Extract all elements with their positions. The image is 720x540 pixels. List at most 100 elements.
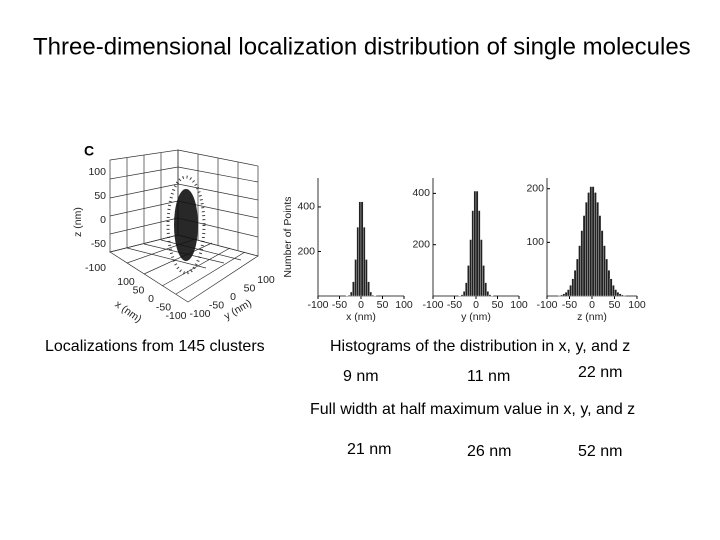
caption: Histograms of the distribution in x, y, … — [330, 338, 630, 355]
histogram-bar — [564, 292, 568, 297]
y-axis-label: y (nm) — [222, 297, 254, 322]
caption: Full width at half maximum value in x, y… — [310, 401, 635, 418]
y-axis-label: Number of Points — [282, 196, 294, 277]
histogram-bar — [603, 245, 606, 297]
fwhm-value: 26 nm — [467, 443, 511, 460]
x-tick-label: 100 — [628, 299, 646, 311]
histogram-bar — [605, 258, 608, 297]
x-tick-label: 100 — [117, 276, 135, 288]
precision-value: 9 nm — [343, 368, 379, 385]
histogram-bar — [573, 270, 577, 297]
y-tick-label: 50 — [244, 282, 256, 294]
x-tick-label: 100 — [510, 299, 528, 311]
x-tick-label: -100 — [165, 310, 186, 322]
x-tick-label: 0 — [148, 293, 154, 305]
histogram-bar — [480, 239, 483, 297]
histogram-bar — [589, 186, 593, 297]
x-axis-label: x (nm) — [346, 311, 376, 323]
histogram-bar — [598, 215, 602, 297]
histogram-bar — [488, 294, 492, 297]
histogram-bar — [621, 294, 624, 297]
histogram-bar — [352, 281, 355, 297]
y-tick-label: 400 — [412, 187, 430, 199]
histogram-bar — [465, 282, 468, 297]
histogram-bar — [460, 294, 464, 297]
y-tick-label: -100 — [189, 308, 210, 320]
x-tick-label: 50 — [492, 299, 504, 311]
y-tick-label: 200 — [297, 245, 315, 257]
y-tick-label: 100 — [257, 274, 275, 286]
histogram-bar — [473, 190, 477, 297]
y-tick-label: -50 — [209, 299, 224, 311]
histogram-bar — [562, 293, 566, 297]
y-tick-label: 400 — [297, 201, 315, 213]
histogram-bar — [477, 210, 481, 297]
x-tick-label: -50 — [156, 301, 171, 313]
histogram-bar — [612, 285, 615, 297]
histogram-bar — [354, 259, 357, 297]
histogram-bar — [558, 295, 561, 297]
histogram-bar — [571, 278, 575, 297]
histogram-bar — [482, 265, 485, 297]
x-tick-label: 0 — [589, 299, 595, 311]
histogram-bar — [358, 201, 362, 297]
histogram-bar — [569, 285, 572, 297]
z-tick-label: 100 — [88, 166, 106, 178]
x-tick-label: 0 — [473, 299, 479, 311]
histogram-bar — [582, 215, 586, 297]
histogram-bar — [371, 294, 375, 297]
histogram-bar — [614, 289, 617, 297]
histogram-bar — [356, 227, 360, 297]
histogram-bar — [578, 245, 581, 297]
histogram-bar — [594, 192, 597, 297]
x-tick-label: 50 — [609, 299, 621, 311]
histogram-bar — [467, 265, 470, 297]
histogram-bar — [475, 190, 479, 297]
histogram-bar — [347, 294, 351, 297]
x-tick-label: -100 — [422, 299, 443, 311]
histogram-bar — [362, 227, 366, 297]
histogram-bar — [607, 270, 611, 297]
precision-value: 22 nm — [578, 364, 622, 381]
z-tick-label: 50 — [94, 190, 106, 202]
histogram-bar — [484, 282, 487, 297]
x-axis-label: z (nm) — [577, 311, 607, 323]
x-tick-label: 50 — [133, 284, 145, 296]
histogram-bar — [587, 192, 590, 297]
x-axis-label: y (nm) — [461, 311, 491, 323]
slide-title: Three-dimensional localization distribut… — [33, 33, 691, 60]
z-axis-label: z (nm) — [72, 207, 84, 237]
x-tick-label: -100 — [536, 299, 557, 311]
histogram-bar — [560, 294, 563, 297]
z-tick-label: 0 — [100, 214, 106, 226]
histogram-bar — [567, 289, 570, 297]
panel-label: C — [84, 143, 94, 159]
x-tick-label: -50 — [562, 299, 577, 311]
histogram-bar — [600, 230, 604, 297]
y-tick-label: 0 — [230, 291, 236, 303]
caption: Localizations from 145 clusters — [45, 338, 265, 355]
histogram-bar — [623, 295, 626, 297]
histogram-bar — [576, 258, 579, 297]
histogram-bar — [609, 278, 613, 297]
histogram-bar — [469, 239, 472, 297]
histogram-bar — [471, 210, 475, 297]
x-tick-label: -100 — [307, 299, 328, 311]
x-tick-label: 50 — [377, 299, 389, 311]
histogram-bar — [350, 291, 353, 297]
histogram-bar — [462, 291, 466, 297]
histogram-bar — [367, 281, 370, 297]
z-tick-label: -50 — [91, 238, 106, 250]
point-cloud — [166, 175, 206, 275]
histogram-bar — [618, 293, 622, 297]
histogram-bar — [369, 291, 372, 297]
x-tick-label: 0 — [358, 299, 364, 311]
histogram-bar — [585, 201, 588, 297]
y-tick-label: 200 — [526, 183, 544, 195]
x-tick-label: 100 — [395, 299, 413, 311]
fwhm-value: 52 nm — [578, 443, 622, 460]
precision-value: 11 nm — [467, 368, 510, 385]
histogram-bar — [486, 291, 490, 297]
x-tick-label: -50 — [332, 299, 347, 311]
